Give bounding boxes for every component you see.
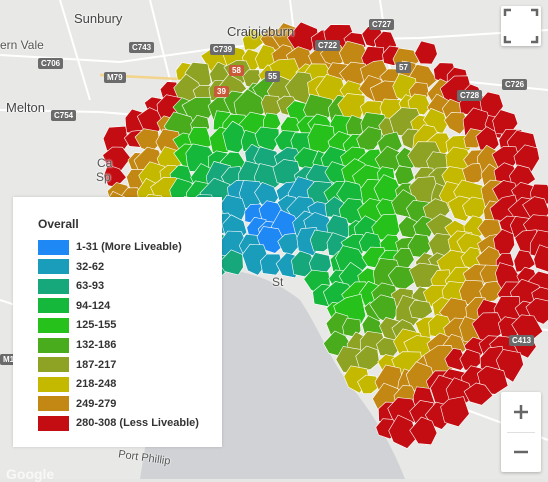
place-label-ca: Ca (97, 156, 113, 170)
legend-swatch (38, 357, 69, 373)
zoom-in-button[interactable] (501, 392, 541, 432)
legend-swatch (38, 298, 69, 314)
legend-item: 63-93 (38, 277, 104, 295)
place-label-craigieburn: Craigieburn (227, 24, 295, 39)
road-shield-c728: C728 (457, 90, 483, 101)
road-shield-c726: C726 (502, 79, 528, 90)
legend-swatch (38, 278, 69, 294)
google-attribution: Google (6, 466, 55, 482)
legend-label: 32-62 (76, 260, 105, 273)
place-label-melton: Melton (6, 100, 46, 115)
legend-item: 218-248 (38, 375, 116, 393)
suburb-region[interactable] (440, 396, 470, 428)
legend-label: 132-186 (76, 339, 117, 351)
road-shield-58: 58 (229, 65, 244, 76)
legend-item: 249-279 (38, 395, 116, 413)
legend-panel: Overall 1-31 (More Liveable) 32-62 63-93 94… (13, 197, 222, 447)
suburb-region[interactable] (357, 374, 382, 395)
legend-swatch (38, 317, 69, 333)
road-shield-c706: C706 (38, 58, 64, 69)
suburb-region[interactable] (444, 112, 469, 135)
legend-label: 249-279 (76, 397, 117, 410)
zoom-divider (507, 432, 535, 433)
legend-label: 280-308 (Less Liveable) (76, 417, 199, 430)
road-shield-c743: C743 (129, 42, 155, 53)
suburb-region[interactable] (463, 382, 494, 406)
legend-label: 218-248 (76, 378, 117, 391)
suburb-region[interactable] (291, 250, 318, 278)
suburb-region[interactable] (444, 347, 468, 371)
suburb-region[interactable] (533, 244, 548, 274)
legend-item: 125-155 (38, 316, 116, 334)
legend-item: 280-308 (Less Liveable) (38, 414, 199, 432)
suburb-region[interactable] (409, 416, 438, 446)
legend-label: 187-217 (76, 358, 117, 371)
minus-icon (514, 450, 528, 454)
road-shield-c722: C722 (315, 40, 341, 51)
suburb-region[interactable] (462, 163, 484, 185)
suburb-region[interactable] (307, 123, 336, 155)
road-shield-57: 57 (396, 62, 411, 73)
place-label-st: St (272, 275, 284, 289)
legend-label: 125-155 (76, 319, 117, 332)
legend-label: 63-93 (76, 280, 105, 293)
road-shield-c727: C727 (369, 19, 395, 30)
fullscreen-icon (503, 8, 539, 44)
plus-icon (514, 405, 528, 419)
suburb-region[interactable] (479, 280, 504, 303)
suburb-region[interactable] (355, 345, 380, 371)
legend-title: Overall (38, 217, 79, 231)
suburb-region[interactable] (242, 28, 268, 51)
legend-swatch (38, 259, 69, 275)
road-shield-m79: M79 (104, 72, 126, 83)
road-shield-c739: C739 (210, 44, 236, 55)
legend-swatch (38, 396, 69, 412)
legend-swatch (38, 415, 69, 431)
suburb-region[interactable] (413, 215, 435, 238)
place-label-sp: Sp (96, 170, 111, 184)
road-shield-c754: C754 (51, 110, 77, 121)
legend-item: 94-124 (38, 297, 110, 315)
legend-label: 94-124 (76, 299, 111, 312)
legend-item: 1-31 (More Liveable) (38, 238, 182, 256)
fullscreen-button[interactable] (501, 6, 541, 46)
road-shield-39: 39 (214, 86, 229, 97)
zoom-out-button[interactable] (501, 432, 541, 472)
legend-item: 132-186 (38, 336, 116, 354)
legend-swatch (38, 239, 69, 255)
legend-swatch (38, 376, 69, 392)
suburb-region[interactable] (259, 253, 284, 276)
place-label-ern-vale: ern Vale (0, 38, 44, 52)
road-shield-55: 55 (265, 71, 280, 82)
legend-label: 1-31 (More Liveable) (76, 241, 182, 253)
legend-item: 187-217 (38, 356, 116, 374)
zoom-control (501, 392, 541, 472)
suburb-region[interactable] (388, 414, 418, 449)
road-shield-c413: C413 (509, 335, 535, 346)
road-shield-m1: M1 (0, 354, 18, 365)
suburb-region[interactable] (414, 40, 438, 65)
legend-swatch (38, 337, 69, 353)
legend-item: 32-62 (38, 258, 104, 276)
place-label-sunbury: Sunbury (74, 11, 123, 26)
